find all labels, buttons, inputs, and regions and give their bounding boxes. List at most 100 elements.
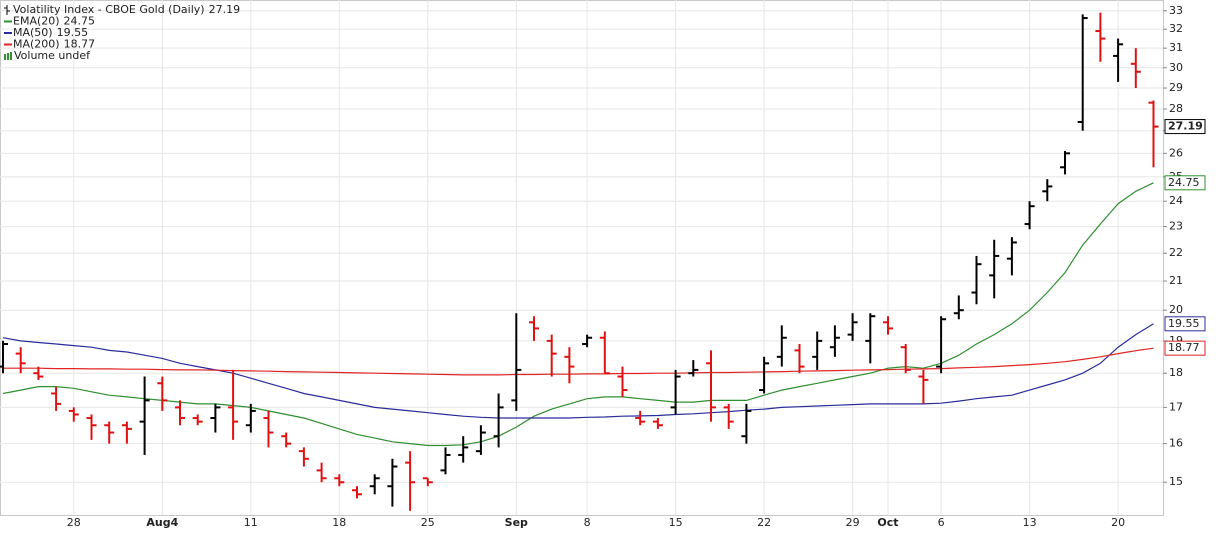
ohlc-bar — [706, 350, 716, 422]
x-tick-label: 18 — [332, 516, 346, 529]
ohlc-bar — [1148, 100, 1159, 168]
legend-swatch — [7, 53, 9, 60]
marks — [0, 12, 1159, 511]
indicator-line — [2, 182, 1154, 447]
ohlc-bar — [157, 376, 168, 411]
ohlc-bar — [263, 410, 274, 448]
ohlc-bar — [352, 486, 362, 499]
x-tick-label: 25 — [421, 516, 435, 529]
ohlc-bar — [794, 344, 805, 374]
y-tick-label: 31 — [1169, 41, 1183, 54]
ohlc-bar — [422, 477, 433, 487]
y-tick-label: 16 — [1169, 437, 1183, 450]
value-box — [1164, 316, 1206, 332]
ohlc-bar — [670, 369, 681, 415]
ohlc-bar — [1042, 179, 1053, 202]
legend-label: MA(50) — [13, 26, 53, 39]
y-tick-label: 32 — [1169, 22, 1183, 35]
ohlc-bar — [741, 403, 752, 444]
x-tick-label: Aug4 — [146, 516, 178, 529]
ohlc-bar — [1060, 151, 1070, 175]
ohlc-bar — [387, 458, 398, 507]
ohlc-bar — [883, 316, 893, 335]
ohlc-bar — [546, 334, 557, 377]
ohlc-bar — [953, 295, 964, 320]
legend-label: 18.77 — [64, 38, 96, 51]
ohlc-bar — [33, 366, 44, 380]
ohlc-bar — [15, 347, 26, 374]
x-tick-label: 6 — [938, 516, 945, 529]
ohlc-bar — [847, 313, 858, 341]
ohlc-bar — [192, 414, 203, 426]
y-tick-label: 23 — [1169, 220, 1183, 233]
legend-swatch — [4, 5, 10, 15]
ohlc-bar — [900, 344, 911, 374]
ohlc-bar — [298, 447, 309, 467]
legend-label: Volume undef — [14, 49, 91, 62]
value-box — [1164, 340, 1206, 356]
legend-label: 24.75 — [64, 15, 96, 28]
ohlc-bar — [759, 356, 770, 394]
y-tick-label: 21 — [1169, 274, 1183, 287]
x-tick-label: 8 — [584, 516, 591, 529]
ohlc-bar — [812, 331, 823, 370]
y-tick-label: 28 — [1169, 102, 1183, 115]
y-tick-label: 20 — [1169, 303, 1183, 316]
ohlc-bar — [936, 316, 947, 374]
ohlc-bar — [599, 331, 610, 375]
ohlc-bar — [316, 462, 327, 483]
ohlc-bar — [86, 414, 97, 440]
y-tick-label: 26 — [1169, 146, 1183, 159]
legend-swatch — [4, 54, 6, 60]
ohlc-bar — [1024, 201, 1035, 230]
legend-label: Volatility Index - CBOE Gold (Daily) — [13, 3, 205, 16]
ohlc-bar — [493, 393, 504, 448]
ohlc-bar — [1077, 14, 1088, 131]
ohlc-bar — [617, 366, 628, 397]
y-tick-label: 30 — [1169, 61, 1183, 74]
ohlc-bar — [210, 403, 221, 433]
y-tick-label: 15 — [1169, 475, 1183, 488]
x-tick-label: 28 — [67, 516, 81, 529]
y-tick-label: 24 — [1169, 194, 1183, 207]
ohlc-bar — [971, 255, 982, 305]
plot-area — [0, 0, 1164, 516]
ohlc-bar — [776, 325, 787, 367]
x-tick-label: Oct — [877, 516, 898, 529]
x-tick-label: 29 — [846, 516, 860, 529]
ohlc-bar — [511, 313, 522, 411]
value-box-label: 19.55 — [1168, 317, 1200, 330]
ohlc-bar — [68, 407, 79, 422]
ohlc-bar — [918, 369, 929, 404]
ohlc-bar — [104, 421, 115, 444]
x-tick-label: Sep — [505, 516, 528, 529]
ohlc-bar — [564, 347, 575, 384]
x-tick-label: 11 — [244, 516, 258, 529]
value-box — [1164, 175, 1206, 191]
ohlc-bar — [369, 474, 380, 495]
ohlc-bar — [1113, 38, 1124, 82]
value-box-label: 18.77 — [1168, 341, 1200, 354]
x-tick-label: 22 — [757, 516, 771, 529]
y-tick-label: 22 — [1169, 246, 1183, 259]
value-box-label: 27.19 — [1168, 120, 1203, 133]
ohlc-bar — [723, 403, 734, 429]
legend-swatch — [10, 52, 12, 60]
y-tick-label: 18 — [1169, 366, 1183, 379]
ohlc-bar — [139, 376, 150, 455]
indicator-line — [3, 347, 1154, 376]
ohlc-bar — [529, 316, 539, 341]
legend-label: MA(200) — [13, 38, 60, 51]
ohlc-bar — [1095, 12, 1106, 62]
ohlc-bar — [440, 447, 451, 475]
y-tick-label: 17 — [1169, 400, 1183, 413]
legend-label: EMA(20) — [13, 15, 60, 28]
ohlc-bar — [652, 418, 663, 429]
ohlc-bar — [405, 451, 416, 511]
axes: 1516171819202122232425262728293031323328… — [67, 4, 1206, 529]
x-tick-label: 20 — [1111, 516, 1125, 529]
x-tick-label: 13 — [1023, 516, 1037, 529]
ohlc-bar — [1006, 237, 1017, 276]
ohlc-bar — [1130, 48, 1141, 89]
